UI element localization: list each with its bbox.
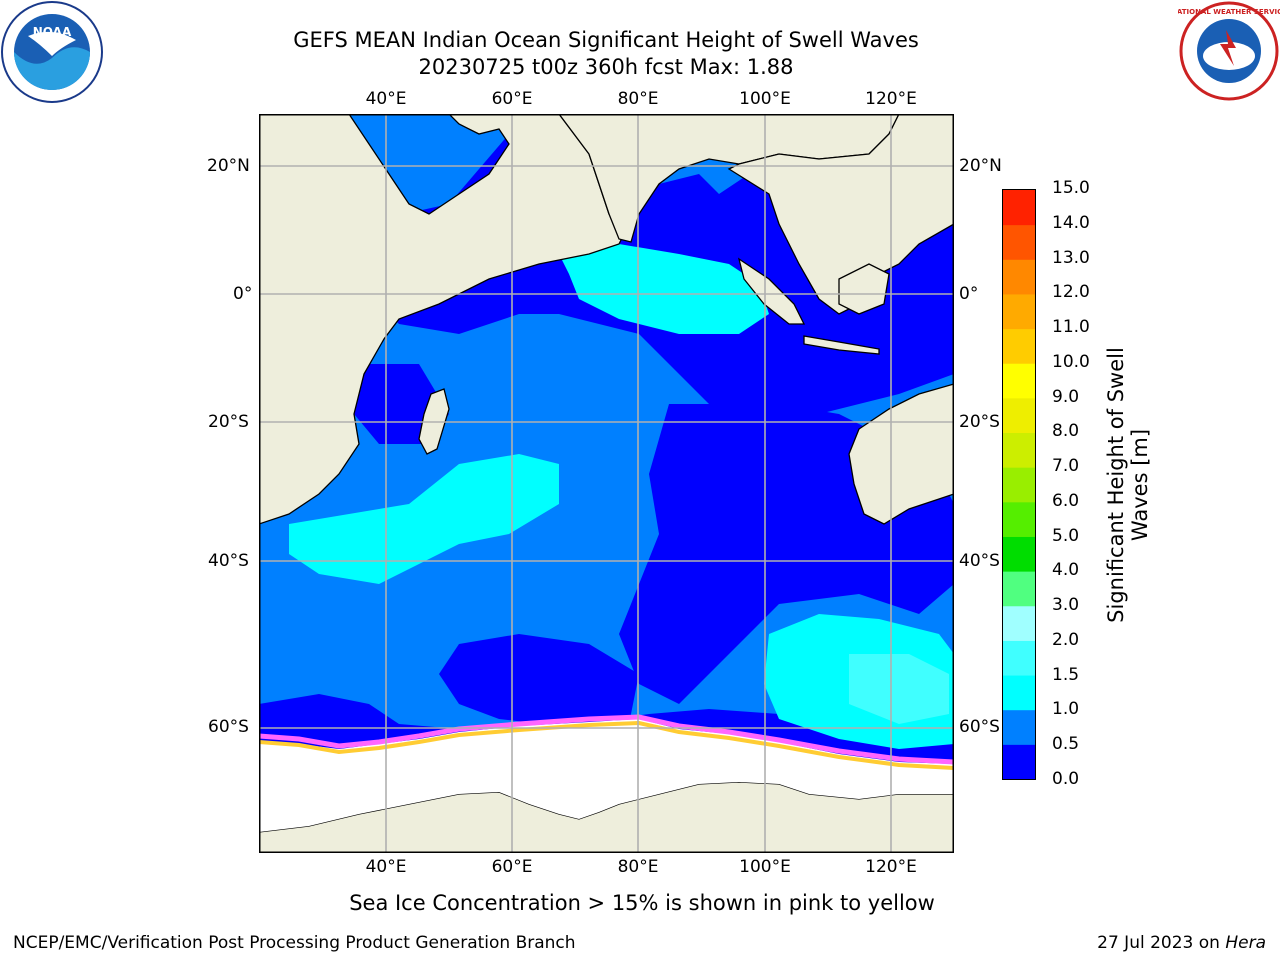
lat-label-left-0: 0° xyxy=(233,284,253,304)
colorbar-band xyxy=(1003,467,1035,503)
map-title: GEFS MEAN Indian Ocean Significant Heigh… xyxy=(293,28,919,52)
lon-label-top-40e: 40°E xyxy=(365,89,407,109)
colorbar-band xyxy=(1003,259,1035,295)
swell-mid-region-southwest xyxy=(289,454,559,584)
colorbar-tick-label: 15.0 xyxy=(1052,178,1090,198)
colorbar-tick-label: 0.0 xyxy=(1052,769,1080,789)
colorbar-band xyxy=(1003,536,1035,572)
colorbar-tick-label: 10.0 xyxy=(1052,351,1090,372)
colorbar-tick-label: 6.0 xyxy=(1052,490,1080,511)
map-subtitle: 20230725 t00z 360h fcst Max: 1.88 xyxy=(418,55,794,79)
colorbar-band xyxy=(1003,501,1035,537)
colorbar-tick-label: 3.0 xyxy=(1052,595,1080,616)
lat-label-right-20s: 20°S xyxy=(959,412,1000,432)
lon-label-bottom-80e: 80°E xyxy=(617,857,659,877)
map-frame xyxy=(259,114,954,853)
colorbar-band xyxy=(1003,363,1035,399)
colorbar-tick-label: 8.0 xyxy=(1052,421,1080,442)
lon-label-bottom-120e: 120°E xyxy=(865,857,917,877)
colorbar-tick-label: 1.0 xyxy=(1052,699,1080,720)
colorbar-label: Significant Height of Swell Waves [m] xyxy=(1104,347,1152,623)
sea-ice-edge-yellow xyxy=(259,720,954,770)
colorbar-tick-label: 14.0 xyxy=(1052,212,1090,233)
lat-label-right-0: 0° xyxy=(959,284,979,304)
lat-label-left-20s: 20°S xyxy=(208,412,249,432)
colorbar-tick-label: 0.5 xyxy=(1052,734,1080,755)
lat-label-right-60s: 60°S xyxy=(959,717,1000,737)
colorbar-tick-label: 13.0 xyxy=(1052,247,1090,268)
colorbar-band xyxy=(1003,675,1035,711)
colorbar-tick-label: 2.0 xyxy=(1052,629,1080,650)
lon-label-top-80e: 80°E xyxy=(617,89,659,109)
colorbar-band xyxy=(1003,328,1035,364)
date-stamp: 27 Jul 2023 on Hera xyxy=(1097,933,1266,953)
lat-label-left-20n: 20°N xyxy=(207,156,250,176)
colorbar-band xyxy=(1003,640,1035,676)
land-borneo xyxy=(838,263,890,315)
svg-text:NATIONAL WEATHER SERVICE: NATIONAL WEATHER SERVICE xyxy=(1178,8,1280,16)
graticule xyxy=(259,114,954,853)
colorbar-tick-label: 11.0 xyxy=(1052,317,1090,338)
colorbar-tick-label: 9.0 xyxy=(1052,386,1080,407)
lat-label-right-40s: 40°S xyxy=(959,551,1000,571)
colorbar-tick-label: 5.0 xyxy=(1052,525,1080,546)
colorbar xyxy=(1002,189,1036,780)
lat-label-left-60s: 60°S xyxy=(208,717,249,737)
credit-line: NCEP/EMC/Verification Post Processing Pr… xyxy=(13,933,576,953)
colorbar-band xyxy=(1003,397,1035,434)
lon-label-top-120e: 120°E xyxy=(865,89,917,109)
colorbar-band xyxy=(1003,432,1035,468)
swell-height-map xyxy=(259,114,954,853)
land-java xyxy=(803,335,880,355)
lon-label-top-60e: 60°E xyxy=(491,89,533,109)
lat-label-right-20n: 20°N xyxy=(959,156,1002,176)
land-australia xyxy=(848,383,954,525)
colorbar-band xyxy=(1003,293,1035,330)
colorbar-tick-label: 12.0 xyxy=(1052,282,1090,303)
colorbar-band xyxy=(1003,571,1035,607)
colorbar-band xyxy=(1003,744,1035,779)
colorbar-band xyxy=(1003,605,1035,641)
sea-ice-edge-pink xyxy=(259,714,954,765)
colorbar-tick-label: 1.5 xyxy=(1052,664,1080,685)
colorbar-band xyxy=(1003,224,1035,260)
lon-label-bottom-40e: 40°E xyxy=(365,857,407,877)
national-weather-service-logo: NATIONAL WEATHER SERVICE xyxy=(1178,1,1280,101)
swell-mid-region-equator xyxy=(559,244,769,334)
colorbar-band xyxy=(1003,709,1035,745)
noaa-logo: NOAA xyxy=(1,1,103,103)
colorbar-tick-label: 4.0 xyxy=(1052,560,1080,581)
colorbar-band xyxy=(1003,190,1035,226)
lon-label-bottom-60e: 60°E xyxy=(491,857,533,877)
svg-text:NOAA: NOAA xyxy=(33,25,72,39)
swell-highest-region-southeast xyxy=(849,654,949,724)
sea-ice-footnote: Sea Ice Concentration > 15% is shown in … xyxy=(349,891,935,915)
land-southeast-asia xyxy=(727,114,954,315)
colorbar-tick-label: 7.0 xyxy=(1052,456,1080,477)
land-sumatra xyxy=(737,257,806,325)
lon-label-top-100e: 100°E xyxy=(739,89,791,109)
lon-label-bottom-100e: 100°E xyxy=(739,857,791,877)
swell-low-region-south xyxy=(439,634,639,726)
lat-label-left-40s: 40°S xyxy=(208,551,249,571)
